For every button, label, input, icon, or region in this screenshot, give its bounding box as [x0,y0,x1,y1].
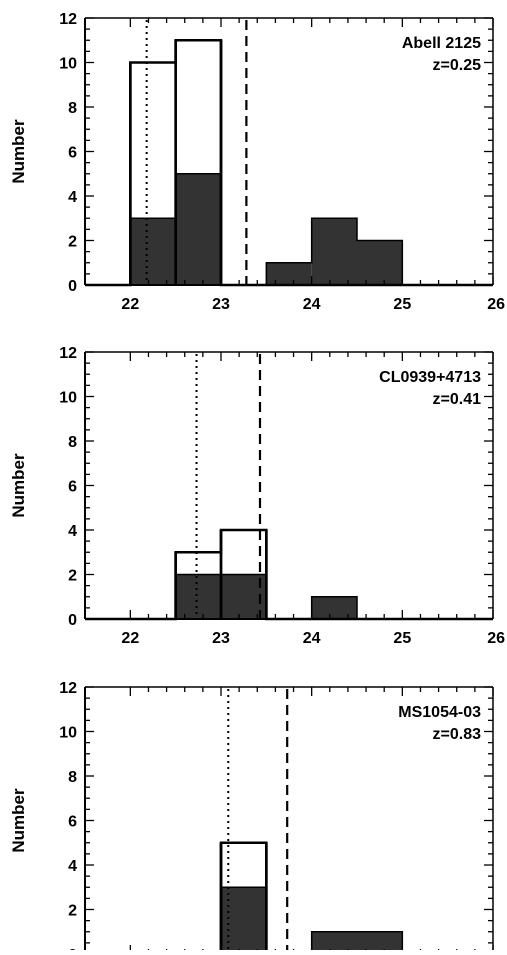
y-axis-label: Number [9,788,28,853]
y-tick-label: 6 [68,814,77,831]
filled-bar [130,218,176,285]
x-tick-label: 24 [303,630,321,647]
x-tick-label: 25 [393,630,411,647]
x-tick-label: 23 [212,630,230,647]
filled-bar [311,596,357,619]
y-tick-label: 10 [59,390,77,407]
y-tick-label: 12 [59,11,77,28]
y-tick-label: 2 [68,568,77,585]
cluster-name-label: Abell 2125 [402,35,481,52]
y-axis-label: Number [9,453,28,518]
y-tick-label: 6 [68,145,77,162]
filled-bar [221,574,267,619]
x-tick-label: 22 [121,630,139,647]
filled-bar [311,931,357,954]
x-tick-label: 26 [487,296,505,313]
y-tick-label: 8 [68,100,77,117]
y-tick-label: 10 [59,56,77,73]
filled-bar [175,173,221,285]
filled-histogram-outline [85,573,493,620]
open-histogram-outline [85,528,493,621]
filled-histogram-outline [85,173,493,286]
y-tick-label: 4 [68,523,77,540]
x-tick-label: 24 [303,296,321,313]
x-tick-label: 22 [121,296,139,313]
y-tick-label: 2 [68,903,77,920]
y-tick-label: 8 [68,434,77,451]
filled-bar [266,262,312,285]
cluster-name-label: MS1054-03 [398,704,481,721]
open-histogram-outline [85,841,493,955]
x-tick-label: 25 [393,296,411,313]
y-tick-label: 6 [68,479,77,496]
y-tick-label: 12 [59,680,77,697]
y-tick-label: 4 [68,858,77,875]
y-axis-label: Number [9,119,28,184]
redshift-label: z=0.41 [433,391,482,408]
y-tick-label: 2 [68,234,77,251]
filled-bar [175,574,221,619]
filled-histogram-outline [85,886,493,955]
x-tick-label: 23 [212,296,230,313]
y-tick-label: 0 [68,612,77,629]
cluster-name-label: CL0939+4713 [379,369,481,386]
y-tick-label: 4 [68,189,77,206]
redshift-label: z=0.83 [433,726,482,743]
y-tick-label: 8 [68,769,77,786]
y-tick-label: 0 [68,278,77,295]
redshift-label: z=0.25 [433,57,482,74]
filled-bar [311,218,357,285]
histogram-panel-3: 024681012NumberMS1054-03z=0.83 [9,680,494,955]
y-tick-label: 10 [59,725,77,742]
filled-bar [357,240,403,285]
filled-bar [357,931,403,954]
x-tick-label: 26 [487,630,505,647]
y-tick-label: 12 [59,345,77,362]
